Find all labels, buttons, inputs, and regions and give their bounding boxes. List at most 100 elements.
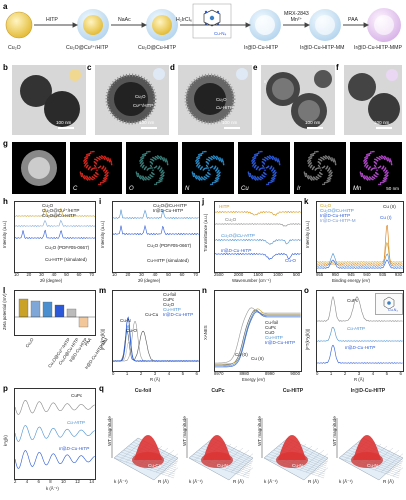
h-xticks: 10 20 30 40 50 60 70 [14,272,94,277]
panel-label-o: o [304,286,309,295]
tem-d-shell-label: Cu-HITP [216,105,233,110]
tem-d-core-label: Cu₂O [216,97,227,102]
eds-map-ir: Ir [294,142,346,194]
eds-label-o: O [129,186,134,192]
panel-label-c: c [87,63,92,72]
eds-label-ir: Ir [297,186,301,192]
m-curve-4 [112,316,199,362]
j-curve-1 [214,223,301,227]
o-label-2: Ir@D-Cu-HITP [345,345,376,350]
l-category-0: Cu₂O [24,337,35,349]
tem-c-shell-label: Cu²⁺/HITP [133,103,154,108]
j-curve-3 [214,252,301,260]
chart-m-exafs: Cu-foil CuPc Cu₂O Cu-HITP Ir@D-Cu-HITP C… [112,290,200,372]
panel-label-a: a [3,2,8,11]
l-ylabel: Zeta potential (mV) [2,293,7,330]
n-xticks: 8970 8980 8990 9000 [214,371,300,376]
stage-label-2: Cu₂O@Cu²⁺/HITP [66,45,109,51]
p-label-2: Ir@D-Cu-HITP [59,446,90,451]
eds-map-n: N [182,142,234,194]
panel-label-n: n [202,286,207,295]
eds-map-c: C [70,142,122,194]
n-curve-4 [215,311,301,368]
p-xticks: 2 4 6 8 10 12 14 [14,479,94,484]
tem-image-f: 100 nm [344,65,402,135]
i-curve-1 [112,224,199,236]
panel-label-g: g [3,139,8,148]
j-curve-2 [214,238,301,245]
wavelet-zlabel-0: WT magnitude [107,416,112,446]
cu-n4-structure-inset [192,3,232,39]
scale-bar-b: 100 nm [56,120,72,125]
wavelet-plot-2: Cu-HITP Cu-N WT magnitude R (Å) k (Å⁻¹) [257,388,343,496]
j-label-4: Cu-O [285,258,296,263]
m-legend-3: Cu-HITP [163,307,181,312]
p-curve-0 [14,399,95,415]
h-legend-2: Cu₂O@Cu-HITP [42,213,76,218]
particle-ir-d-cu-hitp-mmp [367,8,401,42]
stage-label-5: Ir@D-Cu-HITP-MM [300,45,345,51]
inset-label: Cu-N₄ [214,31,227,36]
scale-bar-f: 100 nm [374,120,390,125]
wavelet-title-2: Cu-HITP [282,388,304,394]
wavelet-zlabel-1: WT magnitude [182,416,187,446]
wavelet-peak-label-3: Cu-N [367,463,378,468]
n-curve-3 [215,310,301,367]
p-label-0: CuPc [71,393,83,398]
j-xlabel: Wavenumber (cm⁻¹) [232,278,271,283]
j-ylabel: Transmittance (a.u.) [203,213,208,252]
wavelet-peak-label-1: Cu-N [217,463,228,468]
wavelet-title-1: CuPc [211,388,225,394]
reagent-h2ircl6: H₂IrCl₆ [176,17,192,23]
panel-label-j: j [202,197,205,206]
p-xlabel: k (Å⁻¹) [46,486,59,491]
n-xlabel: Energy (eV) [242,377,265,382]
wavelet-title-3: Ir@D-Cu-HITP [350,388,386,394]
zeta-bar-0 [18,298,29,318]
wavelet-plot-3: Ir@D-Cu-HITP Cu-N WT magnitude R (Å) k (Å⁻¹) [332,388,406,496]
panel-label-k: k [304,197,309,206]
reagent-paa: PAA [348,17,358,23]
h-legend-0: Cu₂O [42,203,54,208]
scale-bar-e: 100 nm [305,120,321,125]
reagent-naac: NaAc [118,17,131,23]
k-legend-3: Ir@D-Cu-HITP-M [320,218,356,223]
wavelet-zlabel-2: WT magnitude [257,416,262,446]
wavelet-xlabel-2: R (Å) [308,479,319,484]
o-inset-label: Cu-N₄ [388,308,398,312]
reagent-mrx-mn: MRX-2843 Mn²⁺ [284,11,309,23]
wavelet-peak-label-2: Cu-N [292,463,303,468]
k-legend-2: Ir@D-Cu-HITP [320,213,351,218]
panel-label-p: p [3,384,8,393]
panel-label-e: e [253,63,258,72]
n-label-cu0: Cu (0) [235,352,248,357]
wavelet-xlabel-3: R (Å) [383,479,394,484]
h-legend-1: Cu₂O@Cu²⁺/HITP [42,208,80,213]
p-curve-1 [14,425,95,442]
chart-p-kspace: CuPc Cu-HITP Ir@D-Cu-HITP [14,388,96,480]
eds-haadf [12,142,66,194]
eds-label-n: N [185,186,190,192]
chart-n-xanes: Cu-foil CuPc CuO Cu-HITP Ir@D-Cu-HITP Cu… [214,290,302,372]
j-label-0: HITP [219,204,230,209]
j-xticks: 2500 2000 1500 1000 500 [214,272,300,277]
panel-label-f: f [336,63,339,72]
chart-o-exafs: CuPc Cu-HITP Ir@D-Cu-HITP Cu-N₄ [316,290,404,372]
m-legend-4: Ir@D-Cu-HITP [163,312,194,317]
m-ylabel: |FT(k³χ(k))| [100,328,105,350]
tem-image-e: Ir 100 nm [261,65,335,135]
stage-label-6: Ir@D-Cu-HITP-MMP [354,45,402,51]
panel-label-i: i [99,197,102,206]
k-ylabel: Intensity (a.u.) [305,220,310,248]
j-label-2: Cu₂O@Cu-HITP [221,233,255,238]
wavelet-xlabel-1: R (Å) [233,479,244,484]
eds-label-mn: Mn [353,186,362,192]
panel-label-m: m [99,286,107,295]
zeta-bar-5 [78,316,89,328]
panel-label-d: d [170,63,175,72]
wavelet-xlabel-0: R (Å) [158,479,169,484]
chart-k-xps: Cu₂O Cu₂O@Cu-HITP Ir@D-Cu-HITP Ir@D-Cu-H… [316,201,404,273]
i-ref-0: Cu₂O (PDF#05-0667) [147,243,192,248]
